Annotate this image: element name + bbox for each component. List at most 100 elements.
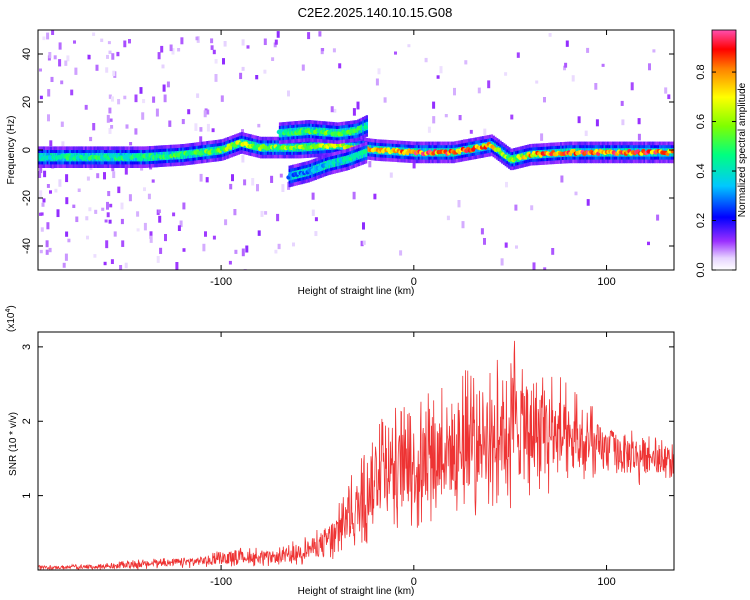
heatmap-cell <box>368 161 372 168</box>
heatmap-cell <box>65 174 69 183</box>
heatmap-cell <box>210 45 214 50</box>
x-tick-label: -100 <box>210 276 232 288</box>
heatmap-cell <box>220 95 224 102</box>
heatmap-cell <box>595 119 599 127</box>
heatmap-cell <box>142 99 146 104</box>
spectrogram-y-ticks: -40 -20 0 20 40 <box>21 48 674 254</box>
heatmap-cell <box>287 90 290 97</box>
heatmap-cell <box>245 245 249 253</box>
heatmap-cell <box>67 238 71 243</box>
heatmap-cell <box>177 48 181 52</box>
heatmap-cell <box>211 128 215 133</box>
heatmap-cell <box>155 108 159 117</box>
heatmap-cell <box>106 201 109 210</box>
heatmap-cell <box>535 80 539 84</box>
heatmap-cell <box>412 160 416 169</box>
snr-scale-note: (x104) <box>5 305 17 332</box>
heatmap-cell <box>202 243 206 252</box>
heatmap-cell <box>136 211 140 217</box>
heatmap-cell <box>65 197 69 205</box>
heatmap-cell <box>383 97 387 103</box>
heatmap-cell <box>548 33 552 37</box>
heatmap-cell <box>214 59 218 64</box>
heatmap-cell <box>159 247 163 254</box>
heatmap-cell <box>172 212 176 217</box>
y-tick-label: -20 <box>21 190 33 206</box>
heatmap-cell <box>530 205 534 211</box>
heatmap-cell <box>234 249 238 254</box>
heatmap-cell <box>656 214 660 221</box>
heatmap-cell <box>510 114 514 120</box>
y-tick-label: 1 <box>21 493 33 499</box>
heatmap-cell <box>40 227 44 232</box>
heatmap-cell <box>65 231 69 237</box>
heatmap-cell <box>124 262 128 269</box>
heatmap-cell <box>72 204 76 209</box>
heatmap-cell <box>407 44 411 48</box>
heatmap-cell <box>45 249 49 255</box>
heatmap-cell <box>64 60 68 66</box>
colorbar-tick-label: 0.4 <box>695 163 707 178</box>
heatmap-cell <box>292 242 295 247</box>
heatmap-cell <box>637 133 641 141</box>
heatmap-cell <box>514 204 518 211</box>
heatmap-cell <box>251 178 255 186</box>
heatmap-cell <box>439 66 443 74</box>
heatmap-cell <box>214 74 218 82</box>
heatmap-cell <box>181 119 185 125</box>
heatmap-cell <box>119 265 123 270</box>
heatmap-cell <box>257 123 261 128</box>
heatmap-cell <box>161 64 165 69</box>
heatmap-cell <box>504 242 508 248</box>
heatmap-cell <box>108 50 112 54</box>
heatmap-cell <box>41 202 45 207</box>
heatmap-cell <box>543 97 546 103</box>
heatmap-cell <box>338 63 342 69</box>
heatmap-cell <box>50 76 54 83</box>
heatmap-cell <box>108 219 112 224</box>
snr-y-ticks: 1 2 3 <box>21 344 674 499</box>
heatmap-cell <box>432 101 436 109</box>
heatmap-cell <box>75 216 79 223</box>
heatmap-cell <box>86 176 90 181</box>
heatmap-cell <box>117 99 121 105</box>
heatmap-cell <box>273 42 277 48</box>
heatmap-cell <box>62 262 66 268</box>
colorbar-tick-label: 0.8 <box>695 64 707 79</box>
heatmap-cell <box>362 222 365 230</box>
heatmap-cell <box>108 107 112 114</box>
heatmap-cell <box>246 45 250 49</box>
heatmap-cell <box>156 256 160 263</box>
heatmap-cell <box>360 240 364 247</box>
heatmap-cell <box>504 72 508 76</box>
heatmap-cell <box>458 115 462 121</box>
heatmap-cell <box>571 75 575 82</box>
heatmap-cell <box>103 172 106 180</box>
heatmap-cell <box>162 84 166 92</box>
snr-y-axis-title: SNR (10 * v/v) <box>8 412 19 476</box>
heatmap-cell <box>89 136 93 142</box>
colorbar: 0.0 0.2 0.4 0.6 0.8 Normalized spectral ampl… <box>695 29 748 278</box>
heatmap-cell <box>46 32 50 40</box>
heatmap-cell <box>363 125 368 130</box>
heatmap-cell <box>263 38 267 46</box>
heatmap-cell <box>60 121 64 127</box>
heatmap-cell <box>314 217 318 222</box>
heatmap-cell <box>171 48 175 55</box>
x-tick-label: 100 <box>597 276 615 288</box>
heatmap-cell <box>228 260 232 265</box>
heatmap-cell <box>164 234 167 242</box>
heatmap-cell <box>432 116 436 124</box>
heatmap-cell <box>168 120 172 127</box>
heatmap-cell <box>314 231 318 237</box>
heatmap-cell <box>446 215 450 221</box>
heatmap-cell <box>647 241 650 246</box>
heatmap-cell <box>88 207 92 212</box>
heatmap-cell <box>120 202 124 210</box>
heatmap-cell <box>356 101 360 110</box>
heatmap-cell <box>560 175 564 183</box>
heatmap-cell <box>101 207 105 211</box>
heatmap-cell <box>239 72 243 80</box>
heatmap-cell <box>111 53 115 60</box>
heatmap-cell <box>630 82 634 91</box>
